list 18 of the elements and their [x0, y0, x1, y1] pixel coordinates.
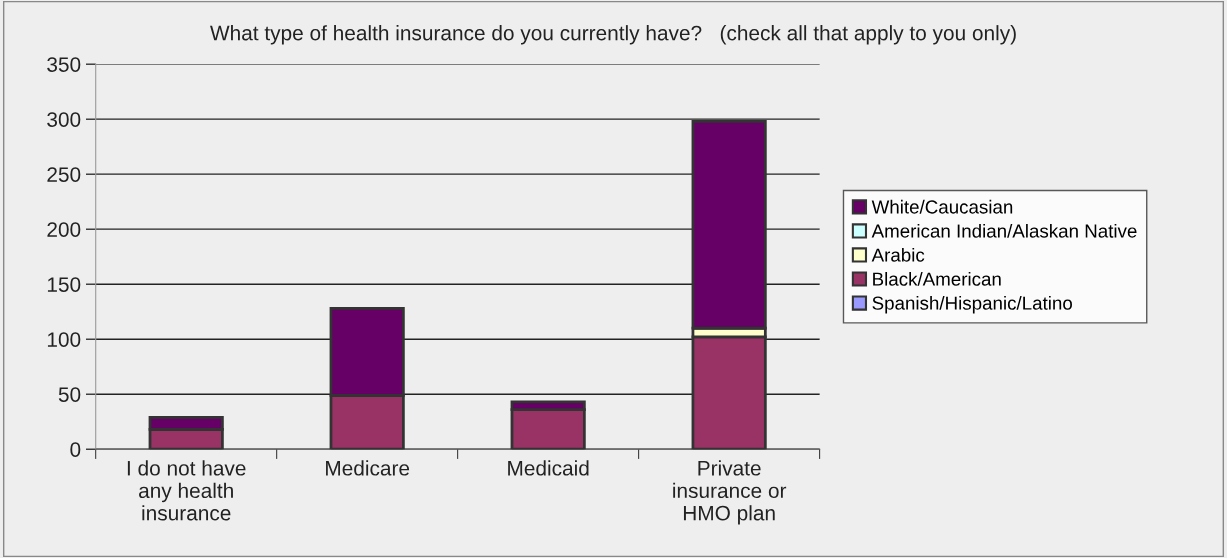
- legend-label: Spanish/Hispanic/Latino: [872, 296, 1072, 314]
- y-tick-label: 250: [47, 167, 81, 182]
- x-tick-label: Private insurance or HMO plan: [673, 460, 787, 525]
- x-tick-label: Medicaid: [508, 460, 589, 476]
- y-tick-label: 50: [58, 387, 81, 402]
- y-tick-label: 200: [47, 222, 81, 237]
- y-tick-label: 350: [47, 57, 81, 72]
- y-tick-label: 300: [47, 112, 81, 127]
- legend-label: Black/American: [873, 271, 1001, 286]
- legend-label: Arabic: [871, 247, 925, 262]
- legend-label: White/Caucasian: [871, 199, 1013, 214]
- y-tick-label: 100: [47, 332, 81, 347]
- y-tick-label: 0: [70, 442, 81, 457]
- x-tick-label: Medicare: [326, 460, 410, 476]
- legend-label: American Indian/Alaskan Native: [871, 223, 1137, 238]
- x-tick-label: I do not have any health insurance: [127, 460, 246, 521]
- chart-title: What type of health insurance do you currently have? (check all that apply to you only): [210, 25, 1016, 45]
- y-tick-label: 150: [47, 277, 81, 292]
